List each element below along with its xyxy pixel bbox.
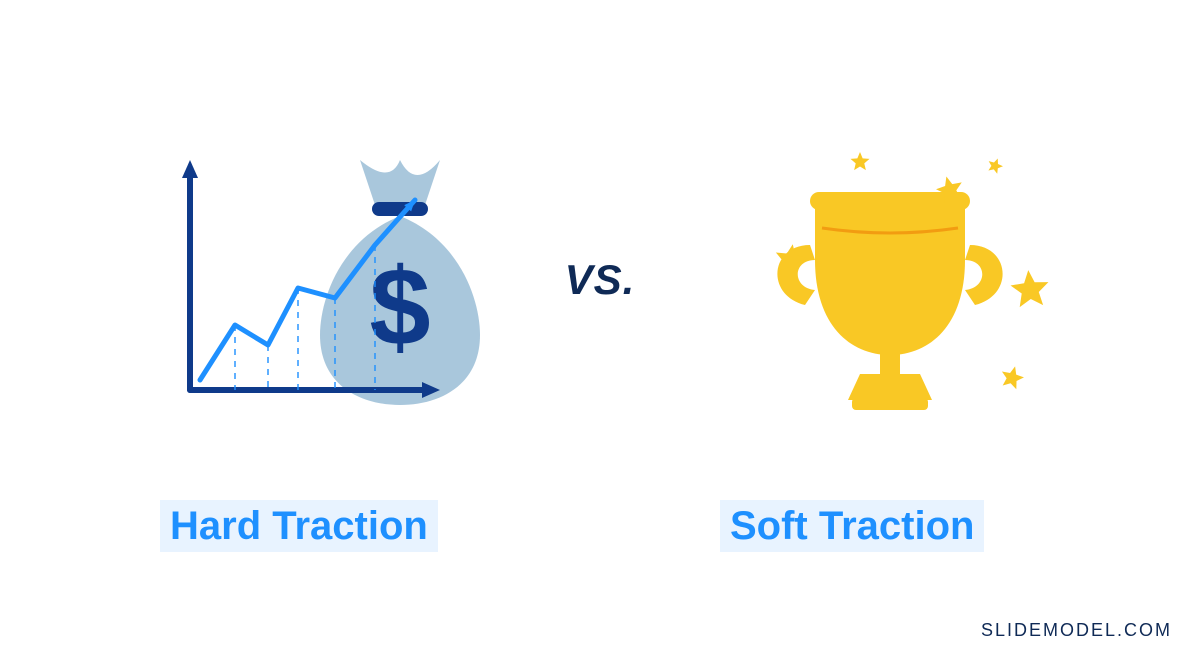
- soft-traction-icon: [690, 120, 1090, 440]
- watermark: SLIDEMODEL.COM: [981, 620, 1172, 641]
- vs-label: VS.: [565, 256, 636, 304]
- infographic-stage: $ VS. Hard Traction Soft Traction SLIDEM…: [0, 0, 1200, 655]
- soft-traction-label: Soft Traction: [720, 500, 984, 552]
- hard-traction-label: Hard Traction: [160, 500, 438, 552]
- svg-text:$: $: [369, 246, 430, 369]
- trophy-icon: [710, 130, 1070, 430]
- hard-traction-icon: $: [140, 120, 540, 440]
- chart-money-bag-icon: $: [160, 130, 520, 430]
